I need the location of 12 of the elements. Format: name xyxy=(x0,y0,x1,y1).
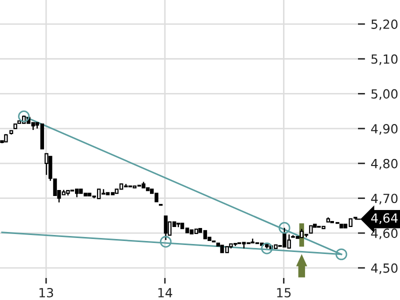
y-tick-label: 5,10 xyxy=(371,54,398,66)
x-tick-label: 14 xyxy=(158,288,172,298)
x-tick-label: 15 xyxy=(277,288,291,298)
annotation: 4,64 xyxy=(371,213,398,224)
x-tick-label: 13 xyxy=(40,288,54,298)
y-tick-label: 5,00 xyxy=(371,89,398,100)
y-tick-label: 4,90 xyxy=(371,124,398,135)
y-tick-label: 4,60 xyxy=(371,228,398,240)
y-tick-label: 4,80 xyxy=(371,158,398,170)
y-tick-label: 4,70 xyxy=(371,194,398,204)
y-tick-label: 4,50 xyxy=(371,263,398,274)
y-tick-label: 5,20 xyxy=(371,20,398,30)
